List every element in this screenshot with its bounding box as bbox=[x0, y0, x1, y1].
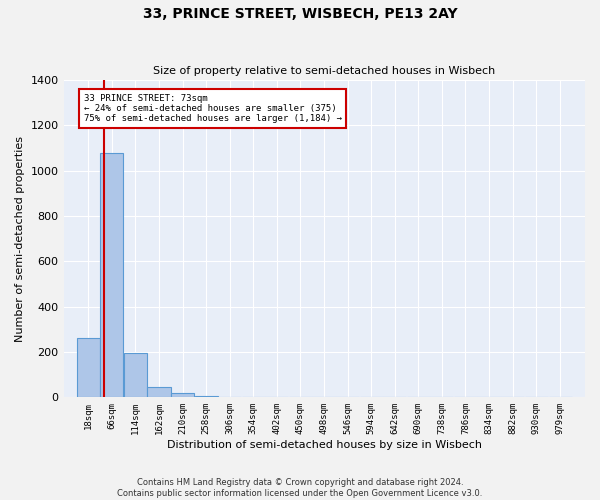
Bar bbox=[171, 393, 194, 398]
X-axis label: Distribution of semi-detached houses by size in Wisbech: Distribution of semi-detached houses by … bbox=[167, 440, 482, 450]
Bar bbox=[77, 338, 100, 398]
Text: 33, PRINCE STREET, WISBECH, PE13 2AY: 33, PRINCE STREET, WISBECH, PE13 2AY bbox=[143, 8, 457, 22]
Title: Size of property relative to semi-detached houses in Wisbech: Size of property relative to semi-detach… bbox=[153, 66, 496, 76]
Text: 33 PRINCE STREET: 73sqm
← 24% of semi-detached houses are smaller (375)
75% of s: 33 PRINCE STREET: 73sqm ← 24% of semi-de… bbox=[83, 94, 341, 124]
Bar bbox=[100, 152, 124, 398]
Text: Contains HM Land Registry data © Crown copyright and database right 2024.
Contai: Contains HM Land Registry data © Crown c… bbox=[118, 478, 482, 498]
Bar bbox=[124, 353, 147, 398]
Y-axis label: Number of semi-detached properties: Number of semi-detached properties bbox=[15, 136, 25, 342]
Bar bbox=[148, 387, 170, 398]
Bar bbox=[194, 396, 218, 398]
